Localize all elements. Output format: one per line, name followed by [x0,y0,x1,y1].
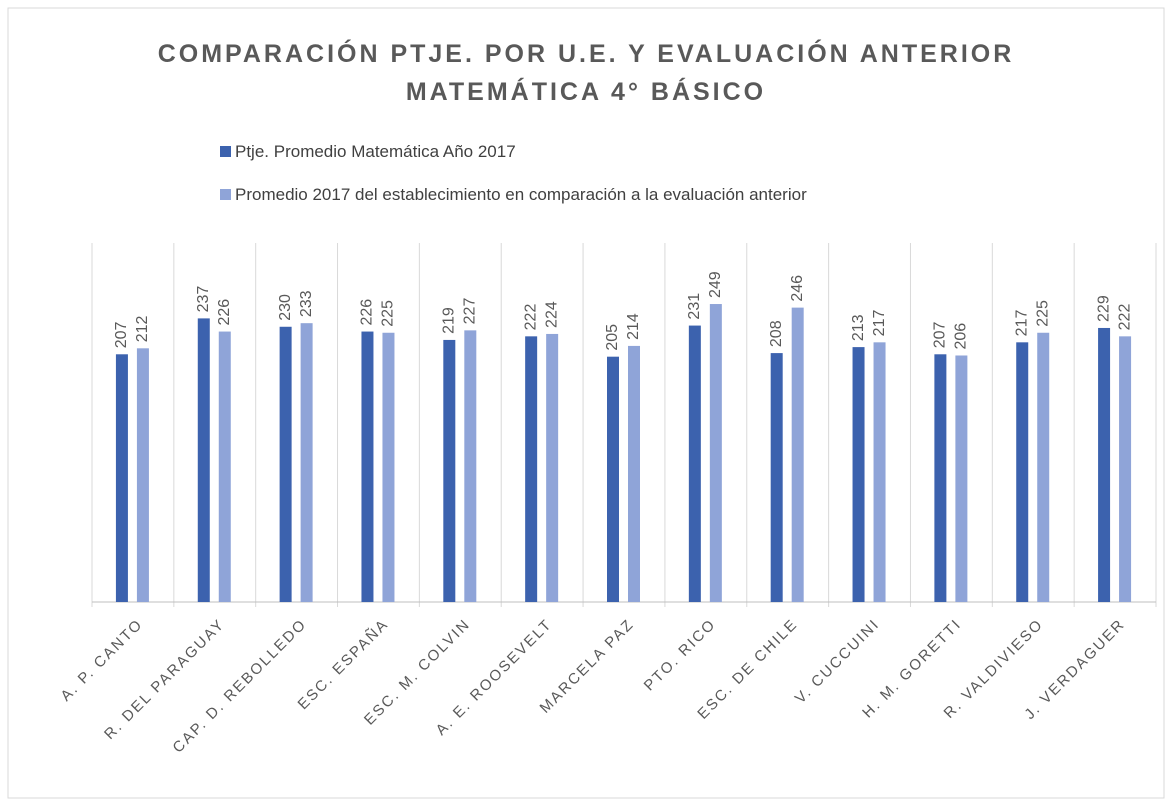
value-label: 227 [462,298,479,325]
legend-label: Ptje. Promedio Matemática Año 2017 [235,142,516,161]
value-label: 217 [871,310,888,337]
value-label: 219 [441,307,458,334]
bar [361,331,374,602]
bar [955,355,968,602]
bar [1037,332,1050,602]
value-label: 207 [932,321,949,348]
value-label: 217 [1013,310,1030,337]
bar [279,326,292,602]
bar [873,342,886,602]
legend-label: Promedio 2017 del establecimiento en com… [235,185,807,204]
bar [197,318,210,602]
legend-swatch [220,189,231,200]
value-label: 225 [380,300,397,327]
value-label: 206 [953,323,970,350]
bar [382,332,395,602]
bar [934,354,947,602]
legend-swatch [220,146,231,157]
bar [791,307,804,602]
value-label: 207 [113,321,130,348]
value-label: 205 [604,324,621,351]
bar [628,345,640,602]
value-label: 230 [277,294,294,321]
value-label: 212 [134,316,151,343]
value-label: 226 [216,299,233,326]
value-label: 229 [1095,295,1112,322]
bar [607,356,619,602]
bar [218,331,231,602]
bar [546,333,559,602]
value-label: 222 [522,304,539,331]
value-label: 249 [707,271,724,298]
value-label: 225 [1034,300,1051,327]
bar [1016,342,1029,602]
value-label: 214 [625,313,642,340]
bar [443,339,456,602]
value-label: 237 [195,286,212,313]
bar [770,353,783,602]
value-label: 224 [543,301,560,328]
value-label: 226 [359,299,376,326]
bar [1119,336,1132,602]
value-label: 213 [850,314,867,341]
bar [1098,327,1111,602]
bar [115,354,128,602]
value-label: 231 [686,293,703,320]
chart-title: COMPARACIÓN PTJE. POR U.E. Y EVALUACIÓN … [158,38,1015,68]
value-label: 233 [298,290,315,317]
value-label: 208 [768,320,785,347]
chart-title: MATEMÁTICA 4° BÁSICO [406,77,766,106]
bar [525,336,538,602]
bar [709,304,722,602]
value-label: 222 [1116,304,1133,331]
bar [688,325,701,602]
bar [136,348,149,602]
value-label: 246 [789,275,806,302]
bar [852,347,865,602]
bar [464,330,477,602]
bar [300,323,313,602]
